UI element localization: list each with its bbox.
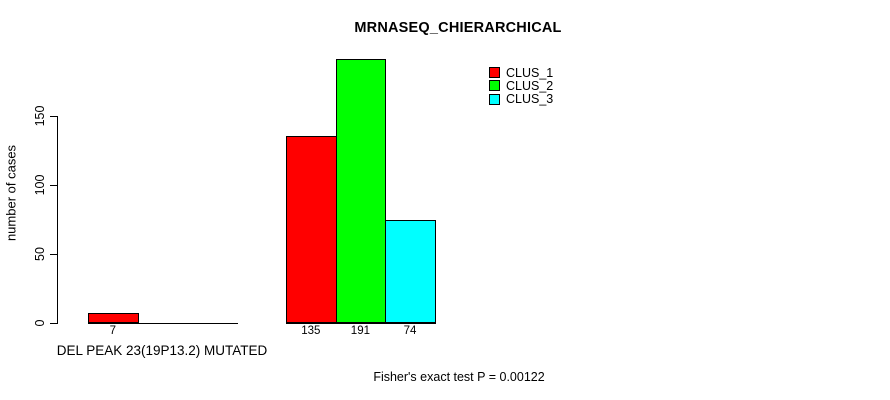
legend-label: CLUS_2 (506, 78, 554, 93)
legend-item-clus_1: CLUS_1 (489, 66, 553, 79)
y-tick-mark (50, 115, 57, 117)
y-tick-mark (50, 184, 57, 186)
y-tick-label: 0 (33, 319, 47, 327)
bar-value-label: 74 (403, 325, 417, 337)
bar-clus_1 (286, 136, 337, 324)
legend-item-clus_2: CLUS_2 (489, 79, 553, 92)
bar-clus_1 (88, 312, 139, 324)
bar-clus_3 (385, 220, 436, 324)
y-tick-label: 150 (33, 105, 47, 127)
bar-value-label: 191 (350, 325, 370, 337)
y-axis-line (57, 115, 58, 324)
legend-swatch-clus_3 (489, 93, 500, 105)
bar-value-label: 135 (301, 325, 321, 337)
y-tick-label: 100 (33, 174, 47, 196)
y-tick-mark (50, 322, 57, 324)
legend-swatch-clus_1 (489, 67, 500, 78)
legend-label: CLUS_1 (506, 65, 554, 80)
chart-title: MRNASEQ_CHIERARCHICAL (354, 20, 562, 36)
legend-item-clus_3: CLUS_3 (489, 93, 553, 106)
bar-clus_2 (335, 59, 387, 324)
bar-group-baseline (88, 322, 238, 324)
y-tick-mark (50, 253, 57, 255)
footnote-text: Fisher's exact test P = 0.00122 (373, 370, 545, 384)
legend-swatch-clus_2 (489, 80, 500, 92)
x-axis-label: DEL PEAK 23(19P13.2) MUTATED (56, 343, 268, 358)
bar-value-label: 7 (109, 325, 116, 337)
y-tick-label: 50 (33, 247, 47, 261)
legend-label: CLUS_3 (506, 92, 554, 107)
